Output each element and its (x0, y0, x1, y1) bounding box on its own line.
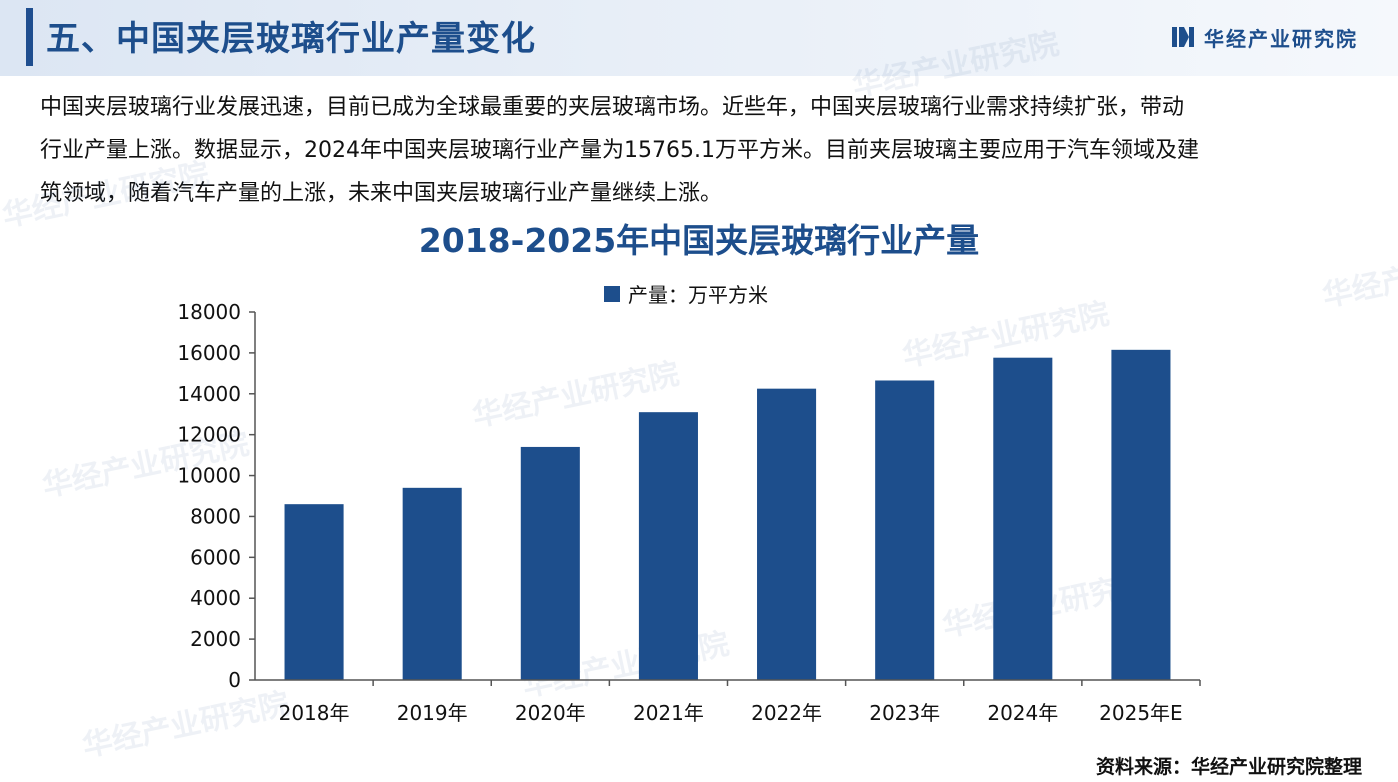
y-tick-label: 4000 (190, 586, 241, 610)
brand: 华经产业研究院 (1172, 22, 1358, 52)
legend-label: 产量：万平方米 (628, 283, 768, 307)
y-tick-label: 6000 (190, 545, 241, 569)
y-tick-label: 10000 (177, 464, 241, 488)
brand-name: 华经产业研究院 (1204, 26, 1358, 51)
x-tick-label: 2022年 (751, 701, 822, 725)
y-tick-label: 16000 (177, 341, 241, 365)
bar (638, 412, 698, 680)
intro-line: 筑领域，随着汽车产量的上涨，未来中国夹层玻璃行业产量继续上涨。 (40, 181, 723, 206)
y-tick-label: 0 (228, 668, 241, 692)
y-tick-label: 18000 (177, 300, 241, 324)
header-accent (26, 8, 33, 66)
x-tick-label: 2018年 (279, 701, 350, 725)
page-title: 五、中国夹层玻璃行业产量变化 (46, 19, 536, 59)
bar (520, 446, 580, 680)
bar (875, 380, 935, 680)
y-tick-label: 14000 (177, 382, 241, 406)
bars (284, 349, 1171, 680)
y-tick-label: 8000 (190, 504, 241, 528)
x-tick-label: 2025年E (1099, 701, 1183, 725)
brand-logo-icon (1172, 27, 1194, 47)
bar (284, 504, 344, 680)
x-tick-label: 2019年 (397, 701, 468, 725)
y-tick-label: 12000 (177, 423, 241, 447)
header-bar (0, 0, 1398, 76)
intro-line: 行业产量上涨。数据显示，2024年中国夹层玻璃行业产量为15765.1万平方米。… (40, 138, 1199, 163)
x-tick-label: 2023年 (869, 701, 940, 725)
legend-swatch (604, 286, 620, 302)
x-axis: 2018年 2019年 2020年 2021年 2022年 2023年 2024年 2025年… (279, 680, 1201, 725)
x-tick-label: 2024年 (987, 701, 1058, 725)
y-tick-label: 2000 (190, 627, 241, 651)
source-note: 资料来源：华经产业研究院整理 (1095, 756, 1362, 778)
bar (1111, 349, 1171, 680)
bar (993, 357, 1053, 680)
chart-title: 2018-2025年中国夹层玻璃行业产量 (419, 221, 979, 260)
bar-chart: 2018-2025年中国夹层玻璃行业产量 产量：万平方米 0 2000 4000 60… (177, 221, 1201, 725)
chart-legend: 产量：万平方米 (604, 283, 768, 307)
x-tick-label: 2021年 (633, 701, 704, 725)
x-tick-label: 2020年 (515, 701, 586, 725)
intro-text: 中国夹层玻璃行业发展迅速，目前已成为全球最重要的夹层玻璃市场。近些年，中国夹层玻… (40, 86, 1360, 215)
intro-line: 中国夹层玻璃行业发展迅速，目前已成为全球最重要的夹层玻璃市场。近些年，中国夹层玻… (40, 95, 1185, 120)
bar (757, 388, 817, 680)
bar (402, 487, 462, 680)
y-axis: 0 2000 4000 6000 8000 10000 12000 14000 16000 180… (177, 300, 255, 692)
